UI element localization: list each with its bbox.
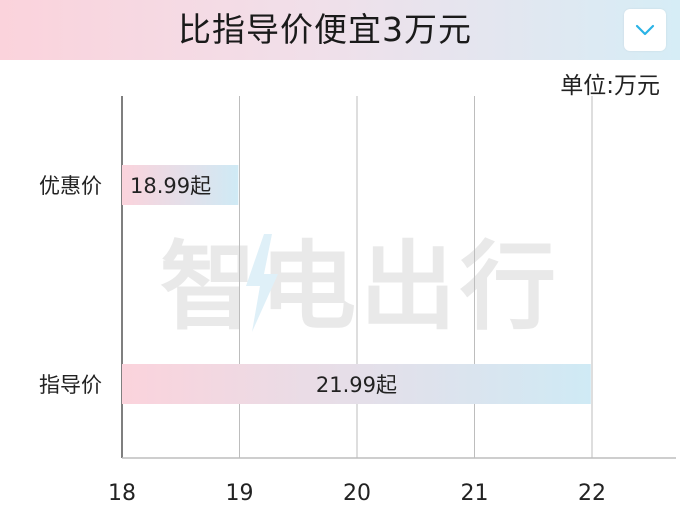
bolt-icon xyxy=(246,234,278,332)
x-tick-label: 19 xyxy=(226,481,254,506)
x-tick-label: 22 xyxy=(578,481,606,506)
chevron-down-icon xyxy=(635,24,655,36)
x-tick-label: 18 xyxy=(108,481,136,506)
category-label: 指导价 xyxy=(39,373,102,397)
page-title: 比指导价便宜3万元 xyxy=(178,10,472,49)
bar-discount-price xyxy=(122,165,239,205)
header-bar: 比指导价便宜3万元 xyxy=(0,0,680,60)
data-label: 18.99起 xyxy=(130,174,211,198)
watermark: 智电出行 xyxy=(160,231,560,342)
unit-label: 单位:万元 xyxy=(560,73,660,99)
bar-guide-price xyxy=(122,364,591,404)
watermark-text: 智电出行 xyxy=(160,231,560,342)
x-tick-label: 21 xyxy=(461,481,489,506)
dropdown-button[interactable] xyxy=(624,9,666,51)
data-label: 21.99起 xyxy=(316,373,397,397)
x-tick-label: 20 xyxy=(343,481,371,506)
category-label: 优惠价 xyxy=(39,174,102,198)
